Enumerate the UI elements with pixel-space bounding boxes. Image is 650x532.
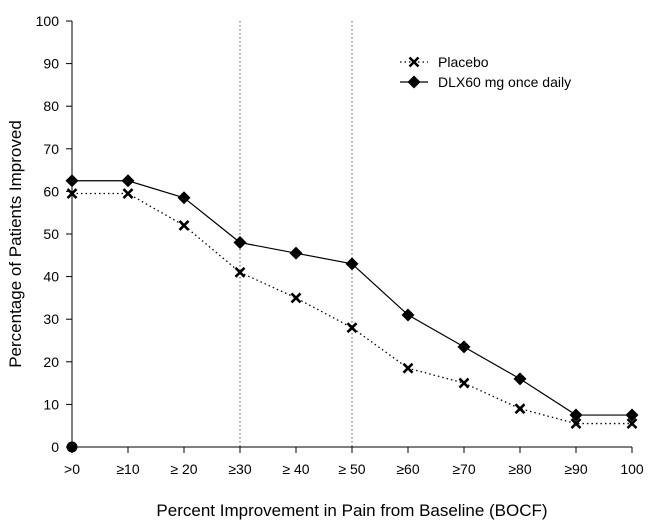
y-tick-label: 30	[43, 311, 59, 327]
x-marker	[626, 418, 638, 429]
y-axis-ticks: 0 10 20 30 40 50 60 70 80 90 100	[36, 13, 72, 455]
x-tick-label: ≥ 50	[338, 461, 365, 477]
diamond-marker	[345, 257, 359, 271]
x-marker	[66, 188, 78, 199]
legend-x-marker	[408, 56, 420, 68]
x-marker-stroke	[570, 418, 582, 429]
x-marker-stroke	[178, 220, 190, 231]
legend-diamond-marker	[407, 75, 421, 89]
x-marker-stroke	[234, 266, 246, 278]
diamond-marker	[569, 408, 583, 422]
reference-lines	[239, 21, 353, 447]
x-marker	[290, 292, 302, 304]
diamond-marker	[289, 246, 303, 260]
x-tick-label: ≥80	[508, 461, 531, 477]
diamond-marker	[457, 340, 471, 354]
series-markers	[65, 174, 639, 453]
x-marker-stroke	[122, 188, 134, 199]
x-marker-stroke	[458, 377, 470, 389]
y-tick-label: 40	[43, 269, 59, 285]
x-tick-label: ≥30	[228, 461, 251, 477]
x-marker	[346, 322, 358, 334]
x-marker	[458, 377, 470, 389]
y-tick-label: 80	[43, 98, 59, 114]
x-marker-stroke	[402, 362, 414, 374]
y-tick-label: 20	[43, 354, 59, 370]
x-marker-stroke	[66, 188, 78, 199]
diamond-marker	[233, 236, 247, 250]
legend-label: DLX60 mg once daily	[438, 74, 571, 90]
x-tick-label: ≥60	[396, 461, 419, 477]
diamond-marker	[177, 191, 191, 205]
y-tick-label: 50	[43, 226, 59, 242]
diamond-marker	[401, 308, 415, 322]
origin-marker	[66, 441, 78, 453]
legend: Placebo DLX60 mg once daily	[400, 54, 571, 90]
diamond-marker	[65, 174, 79, 188]
y-axis-title: Percentage of Patients Improved	[6, 120, 25, 368]
x-tick-label: >0	[64, 461, 80, 477]
y-tick-label: 90	[43, 56, 59, 72]
x-tick-label: ≥70	[452, 461, 475, 477]
x-tick-label: 100	[620, 461, 644, 477]
y-tick-label: 10	[43, 396, 59, 412]
x-tick-label: ≥10	[116, 461, 139, 477]
x-marker-stroke	[514, 403, 526, 415]
x-tick-label: ≥ 40	[282, 461, 309, 477]
y-tick-label: 100	[36, 13, 60, 29]
y-tick-label: 70	[43, 141, 59, 157]
y-tick-label: 60	[43, 183, 59, 199]
x-axis-ticks: >0 ≥10 ≥ 20 ≥30 ≥ 40 ≥ 50 ≥60 ≥70 ≥80 ≥90 100	[64, 447, 644, 477]
x-marker-stroke	[408, 56, 420, 68]
x-marker	[234, 266, 246, 278]
x-tick-label: ≥90	[564, 461, 587, 477]
x-axis-title: Percent Improvement in Pain from Baselin…	[156, 501, 547, 520]
legend-label: Placebo	[438, 54, 489, 70]
x-marker	[402, 362, 414, 374]
x-tick-label: ≥ 20	[170, 461, 197, 477]
x-marker	[570, 418, 582, 429]
x-marker	[514, 403, 526, 415]
x-marker	[178, 220, 190, 231]
x-marker	[122, 188, 134, 199]
x-marker-stroke	[626, 418, 638, 429]
y-tick-label: 0	[51, 439, 59, 455]
x-marker-stroke	[346, 322, 358, 334]
diamond-marker	[513, 372, 527, 386]
diamond-marker	[121, 174, 135, 188]
diamond-marker	[625, 408, 639, 422]
x-marker-stroke	[290, 292, 302, 304]
